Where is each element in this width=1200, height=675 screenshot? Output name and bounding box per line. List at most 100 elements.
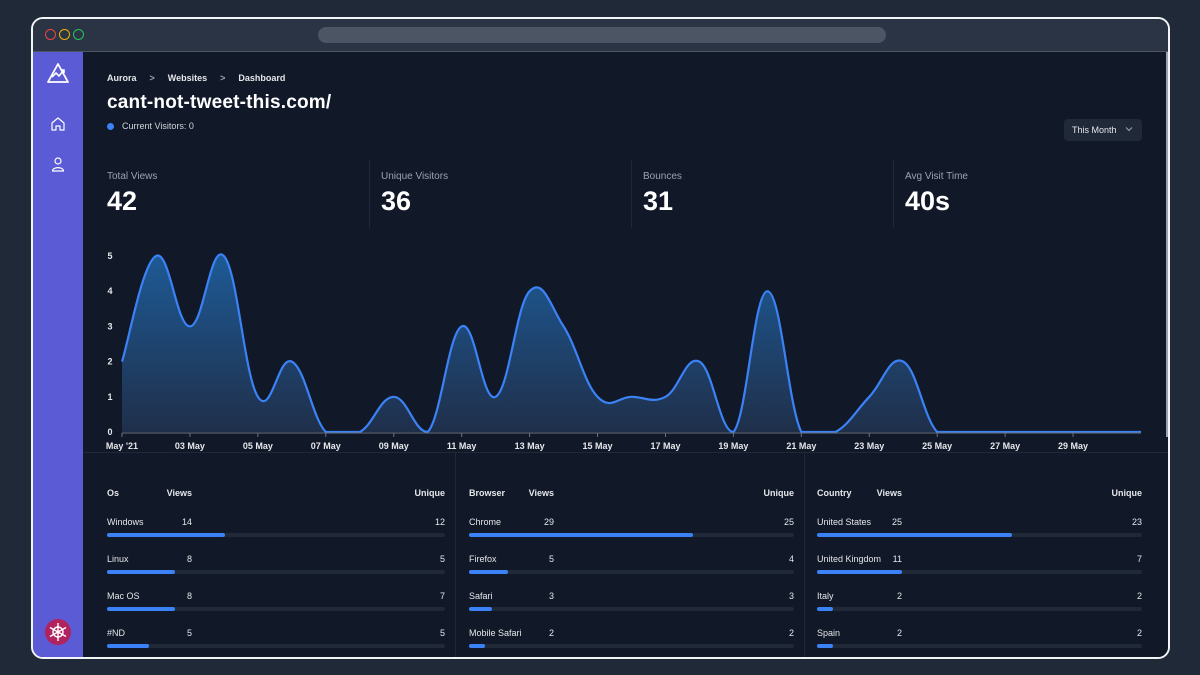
- unique-column-header[interactable]: Unique: [763, 488, 795, 498]
- table-row[interactable]: Safari 3 3: [469, 591, 794, 621]
- breadcrumb-websites[interactable]: Websites: [167, 73, 208, 83]
- row-unique: 12: [434, 517, 445, 527]
- breadcrumb-dashboard[interactable]: Dashboard: [238, 73, 286, 83]
- row-unique: 2: [1136, 628, 1142, 638]
- row-unique: 2: [788, 628, 794, 638]
- period-select[interactable]: This Month: [1064, 119, 1142, 141]
- row-bar-fill: [817, 607, 834, 611]
- table-header: Browser Views Unique: [469, 488, 794, 500]
- y-tick-label: 1: [107, 392, 112, 402]
- row-name: Mobile Safari: [469, 628, 522, 638]
- stat-divider: [369, 160, 370, 228]
- views-column-header[interactable]: Views: [528, 488, 554, 498]
- x-tick-label: 05 May: [243, 441, 273, 451]
- x-tick-label: May '21: [106, 441, 138, 451]
- row-unique: 2: [1136, 591, 1142, 601]
- table-divider: [804, 453, 805, 657]
- views-column-header[interactable]: Views: [876, 488, 902, 498]
- x-tick-label: 21 May: [786, 441, 816, 451]
- row-bar-fill: [107, 533, 226, 537]
- close-window-button[interactable]: [45, 29, 56, 40]
- row-views: 3: [548, 591, 554, 601]
- x-tick-label: 03 May: [175, 441, 205, 451]
- y-tick-label: 3: [107, 321, 112, 331]
- row-unique: 5: [439, 628, 445, 638]
- table-row[interactable]: United Kingdom 11 7: [817, 554, 1142, 584]
- table-row[interactable]: Firefox 5 4: [469, 554, 794, 584]
- table-row[interactable]: Linux 8 5: [107, 554, 445, 584]
- row-unique: 3: [788, 591, 794, 601]
- row-views: 5: [548, 554, 554, 564]
- row-name: Spain: [817, 628, 841, 638]
- row-unique: 4: [788, 554, 794, 564]
- maximize-window-button[interactable]: [73, 29, 84, 40]
- stats-row: Total Views 42 Unique Visitors 36 Bounce…: [107, 160, 1142, 228]
- table-row[interactable]: Italy 2 2: [817, 591, 1142, 621]
- row-bar-fill: [107, 644, 150, 648]
- table-row[interactable]: Chrome 29 25: [469, 517, 794, 547]
- table-row[interactable]: Mobile Safari 2 2: [469, 628, 794, 657]
- chevron-down-icon: [1125, 127, 1133, 132]
- unique-column-header[interactable]: Unique: [1111, 488, 1143, 498]
- row-bar-track: [469, 570, 794, 574]
- user-icon[interactable]: [50, 156, 66, 172]
- row-name: Linux: [107, 554, 129, 564]
- table-row[interactable]: Windows 14 12: [107, 517, 445, 547]
- y-tick-label: 0: [107, 427, 112, 437]
- row-bar-fill: [469, 570, 508, 574]
- row-bar-fill: [469, 607, 492, 611]
- avatar-icon[interactable]: [45, 619, 71, 645]
- views-column-header[interactable]: Views: [166, 488, 192, 498]
- y-tick-label: 4: [107, 286, 112, 296]
- address-bar[interactable]: [318, 27, 886, 43]
- stat-value: 36: [381, 186, 412, 216]
- stat-total-views: Total Views 42: [107, 160, 357, 228]
- table-row[interactable]: Mac OS 8 7: [107, 591, 445, 621]
- x-tick-label: 09 May: [379, 441, 409, 451]
- row-bar-fill: [817, 570, 902, 574]
- chart-line: [120, 253, 1141, 434]
- row-bar-track: [469, 607, 794, 611]
- x-tick-label: 27 May: [990, 441, 1020, 451]
- row-views: 2: [896, 591, 902, 601]
- table-row[interactable]: Spain 2 2: [817, 628, 1142, 657]
- x-tick-label: 11 May: [447, 441, 477, 451]
- row-bar-fill: [469, 644, 486, 648]
- stat-label: Avg Visit Time: [905, 171, 968, 182]
- row-bar-fill: [107, 570, 175, 574]
- table-title: Country: [817, 488, 852, 498]
- x-tick-label: 13 May: [515, 441, 545, 451]
- stat-divider: [631, 160, 632, 228]
- row-views: 14: [181, 517, 192, 527]
- aurora-mountain-icon[interactable]: [46, 62, 70, 84]
- x-tick-label: 17 May: [650, 441, 680, 451]
- row-name: Chrome: [469, 517, 502, 527]
- row-unique: 7: [1136, 554, 1142, 564]
- page-title: cant-not-tweet-this.com/: [107, 92, 332, 113]
- table-country: Country Views Unique United States 25 23 Unite…: [817, 453, 1143, 657]
- home-icon[interactable]: [50, 116, 66, 132]
- breadcrumb-aurora[interactable]: Aurora: [107, 73, 137, 83]
- y-tick-label: 5: [107, 251, 112, 261]
- stat-label: Total Views: [107, 171, 158, 182]
- minimize-window-button[interactable]: [59, 29, 70, 40]
- row-name: Italy: [817, 591, 834, 601]
- row-bar-track: [107, 644, 445, 648]
- x-tick-label: 25 May: [922, 441, 952, 451]
- table-row[interactable]: United States 25 23: [817, 517, 1142, 547]
- scrollbar[interactable]: [1166, 52, 1168, 437]
- row-name: #ND: [107, 628, 126, 638]
- row-views: 11: [892, 554, 902, 564]
- unique-column-header[interactable]: Unique: [414, 488, 446, 498]
- stat-value: 42: [107, 186, 138, 216]
- row-views: 8: [186, 554, 192, 564]
- table-title: Os: [107, 488, 120, 498]
- stat-value: 31: [643, 186, 674, 216]
- stat-label: Bounces: [643, 171, 682, 182]
- breakdown-tables: Os Views Unique Windows 14 12 Linux 8 5 Mac OS 8 7 #…: [83, 452, 1168, 657]
- row-bar-fill: [817, 644, 834, 648]
- current-visitors-text: Current Visitors: 0: [122, 121, 194, 131]
- table-row[interactable]: #ND 5 5: [107, 628, 445, 657]
- views-chart[interactable]: 0 1 2 3 4 5 May '21 03 May 05 May 07 May 09 May 11…: [83, 236, 1168, 458]
- row-bar-fill: [469, 533, 694, 537]
